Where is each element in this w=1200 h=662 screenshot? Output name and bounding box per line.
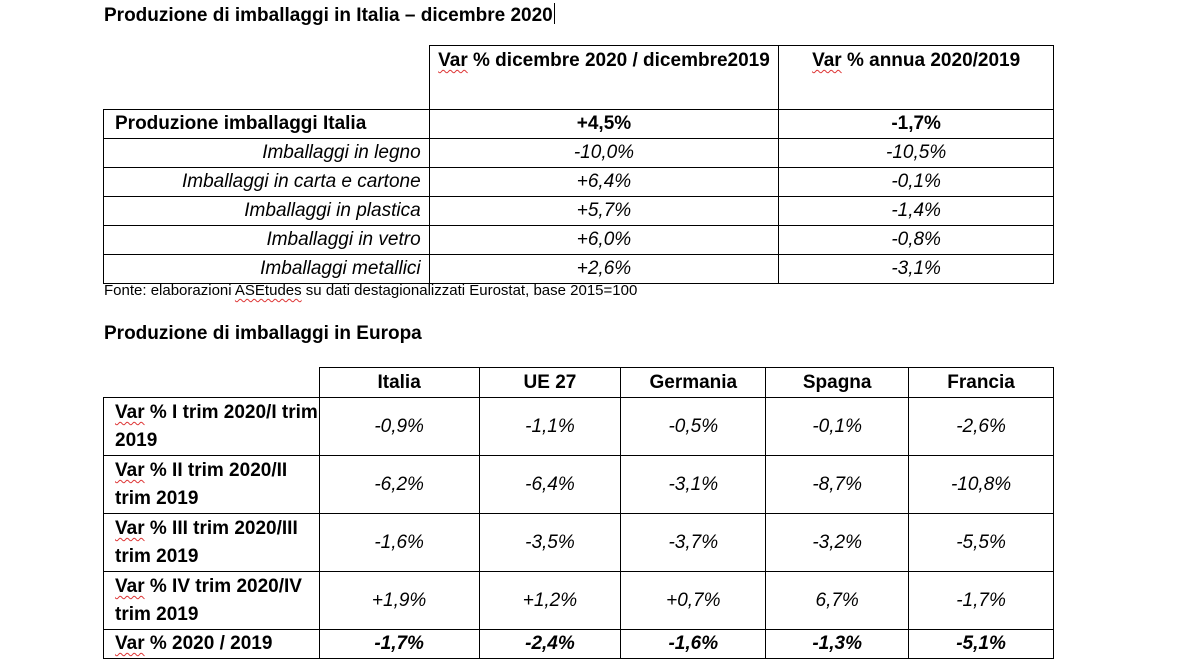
value-cell: -3,7%: [620, 513, 767, 572]
table-row: Var % II trim 2020/II trim 2019 -6,2% -6…: [103, 455, 1054, 514]
value-cell: -6,4%: [478, 455, 622, 514]
table-header-row: Italia UE 27 Germania Spagna Francia: [103, 367, 1054, 398]
row-label: Imballaggi metallici: [103, 254, 430, 284]
value-cell: -6,2%: [318, 455, 480, 514]
table-header-row: Var % dicembre 2020 / dicembre2019 Var %…: [103, 45, 1054, 110]
header-blank-cell: [103, 367, 320, 398]
table-row: Imballaggi in plastica +5,7% -1,4%: [103, 196, 1054, 226]
table-row: Imballaggi in carta e cartone +6,4% -0,1…: [103, 167, 1054, 197]
value-cell: 6,7%: [765, 571, 910, 630]
value-cell: -1,7%: [318, 629, 480, 659]
header-annual-change: Var % annua 2020/2019: [778, 45, 1054, 110]
column-header: Spagna: [765, 367, 910, 398]
value-cell: -8,7%: [765, 455, 910, 514]
value-cell: -0,9%: [318, 397, 480, 456]
value-cell: -1,7%: [908, 571, 1054, 630]
column-header: Francia: [908, 367, 1054, 398]
source-note: Fonte: elaborazioni ASEtudes su dati des…: [104, 282, 638, 299]
table-row: Var % 2020 / 2019 -1,7% -2,4% -1,6% -1,3…: [103, 629, 1054, 659]
text-cursor: [553, 3, 555, 24]
annual-value: -1,7%: [778, 109, 1054, 139]
value-cell: -3,1%: [620, 455, 767, 514]
europe-packaging-table: Italia UE 27 Germania Spagna Francia Var…: [103, 367, 1054, 659]
italy-packaging-table: Var % dicembre 2020 / dicembre2019 Var %…: [103, 45, 1054, 284]
value-cell: -2,6%: [908, 397, 1054, 456]
row-label: Var % 2020 / 2019: [103, 629, 320, 659]
header-blank-cell: [103, 45, 430, 110]
value-cell: +1,9%: [318, 571, 480, 630]
table-row: Var % III trim 2020/III trim 2019 -1,6% …: [103, 513, 1054, 572]
table-row: Imballaggi in vetro +6,0% -0,8%: [103, 225, 1054, 255]
row-label: Imballaggi in legno: [103, 138, 430, 168]
value-cell: -3,2%: [765, 513, 910, 572]
table-row: Produzione imballaggi Italia +4,5% -1,7%: [103, 109, 1054, 139]
value-cell: +1,2%: [478, 571, 622, 630]
value-cell: -5,5%: [908, 513, 1054, 572]
value-cell: -10,8%: [908, 455, 1054, 514]
row-label: Var % III trim 2020/III trim 2019: [103, 513, 320, 572]
dec-value: +2,6%: [428, 254, 780, 284]
row-label: Var % IV trim 2020/IV trim 2019: [103, 571, 320, 630]
header-dec-change: Var % dicembre 2020 / dicembre2019: [428, 45, 780, 110]
annual-value: -1,4%: [778, 196, 1054, 226]
row-label: Imballaggi in plastica: [103, 196, 430, 226]
dec-value: -10,0%: [428, 138, 780, 168]
annual-value: -3,1%: [778, 254, 1054, 284]
value-cell: -0,1%: [765, 397, 910, 456]
value-cell: -3,5%: [478, 513, 622, 572]
value-cell: -1,3%: [765, 629, 910, 659]
column-header: Germania: [620, 367, 767, 398]
row-label: Produzione imballaggi Italia: [103, 109, 430, 139]
row-label: Imballaggi in vetro: [103, 225, 430, 255]
table1-title: Produzione di imballaggi in Italia – dic…: [104, 3, 555, 26]
table-row: Imballaggi metallici +2,6% -3,1%: [103, 254, 1054, 284]
dec-value: +4,5%: [428, 109, 780, 139]
value-cell: -1,6%: [318, 513, 480, 572]
value-cell: +0,7%: [620, 571, 767, 630]
row-label: Imballaggi in carta e cartone: [103, 167, 430, 197]
value-cell: -0,5%: [620, 397, 767, 456]
table-row: Var % I trim 2020/I trim 2019 -0,9% -1,1…: [103, 397, 1054, 456]
annual-value: -10,5%: [778, 138, 1054, 168]
table-row: Imballaggi in legno -10,0% -10,5%: [103, 138, 1054, 168]
value-cell: -5,1%: [908, 629, 1054, 659]
table-row: Var % IV trim 2020/IV trim 2019 +1,9% +1…: [103, 571, 1054, 630]
column-header: UE 27: [478, 367, 622, 398]
value-cell: -1,1%: [478, 397, 622, 456]
dec-value: +6,4%: [428, 167, 780, 197]
annual-value: -0,1%: [778, 167, 1054, 197]
value-cell: -1,6%: [620, 629, 767, 659]
dec-value: +5,7%: [428, 196, 780, 226]
dec-value: +6,0%: [428, 225, 780, 255]
table2-title: Produzione di imballaggi in Europa: [104, 323, 422, 344]
column-header: Italia: [318, 367, 480, 398]
row-label: Var % I trim 2020/I trim 2019: [103, 397, 320, 456]
annual-value: -0,8%: [778, 225, 1054, 255]
value-cell: -2,4%: [478, 629, 622, 659]
row-label: Var % II trim 2020/II trim 2019: [103, 455, 320, 514]
